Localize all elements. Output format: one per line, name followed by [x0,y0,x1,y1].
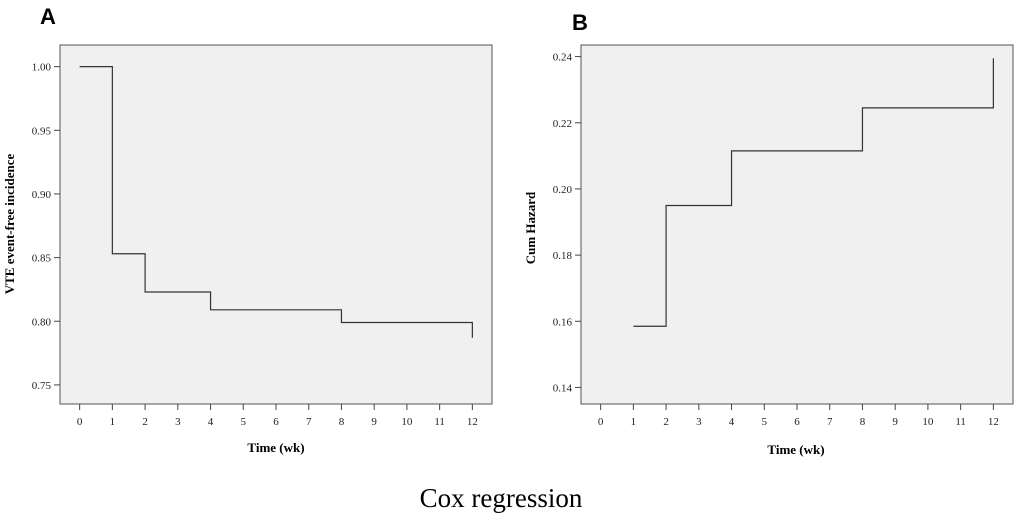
panel-a-x-axis-title: Time (wk) [247,440,304,455]
x-tick-label: 9 [371,416,377,428]
x-tick-label: 3 [696,416,702,428]
x-tick-label: 2 [142,416,148,428]
x-tick-label: 1 [631,416,637,428]
x-tick-label: 2 [663,416,669,428]
x-tick-label: 7 [306,416,312,428]
panel-a-survival-step-line [79,66,473,338]
y-tick-label: 0.16 [553,316,573,328]
x-tick-label: 12 [988,416,999,428]
x-tick-label: 8 [339,416,345,428]
y-tick-label: 0.80 [32,316,52,328]
x-tick-label: 9 [892,416,898,428]
x-tick-label: 6 [273,416,279,428]
panel-a-y-ticks: 0.75 0.80 0.85 0.90 0.95 1.00 [32,62,60,392]
x-tick-label: 0 [77,416,83,428]
x-tick-label: 7 [827,416,833,428]
x-tick-label: 3 [175,416,181,428]
x-tick-label: 11 [434,416,445,428]
x-tick-label: 10 [922,416,934,428]
panel-a-letter: A [40,4,56,29]
x-tick-label: 10 [401,416,413,428]
panel-a-y-axis-title: VTE event-free incidence [2,153,17,294]
panel-b-plot-area [580,44,1014,405]
x-tick-label: 4 [208,416,214,428]
panel-b-y-ticks: 0.14 0.16 0.18 0.20 0.22 0.24 [553,52,581,394]
panel-a-x-ticks: 0 1 2 3 4 5 6 7 8 9 10 11 12 [77,404,478,428]
x-tick-label: 6 [794,416,800,428]
x-tick-label: 12 [467,416,478,428]
x-tick-label: 5 [241,416,247,428]
panel-b-x-ticks: 0 1 2 3 4 5 6 7 8 9 10 11 12 [598,404,999,428]
y-tick-label: 0.85 [32,253,52,265]
figure-caption: Cox regression [420,483,583,513]
y-tick-label: 0.24 [553,52,573,64]
x-tick-label: 1 [110,416,116,428]
panel-a-plot-area [59,44,493,405]
x-tick-label: 0 [598,416,604,428]
y-tick-label: 0.20 [553,184,573,196]
panel-b-y-axis-title: Cum Hazard [523,191,538,264]
x-tick-label: 11 [955,416,966,428]
x-tick-label: 5 [762,416,768,428]
panel-b: B 0 1 2 3 4 5 6 7 8 9 10 11 12 0.140.160.180.200.220… [523,10,1014,457]
y-tick-label: 0.75 [32,380,52,392]
panel-b-letter: B [572,10,588,35]
x-tick-label: 8 [860,416,866,428]
panel-b-x-axis-title: Time (wk) [767,442,824,457]
x-tick-label: 4 [729,416,735,428]
y-tick-label: 0.22 [553,118,572,130]
panel-a: A 0 1 2 3 4 5 6 7 8 9 10 11 12 0.750.800.850.900.951… [2,4,493,455]
y-tick-label: 1.00 [32,62,52,74]
y-tick-label: 0.18 [553,250,573,262]
y-tick-label: 0.90 [32,189,52,201]
y-tick-label: 0.14 [553,382,573,394]
panel-b-cum-hazard-step-line [633,58,994,327]
y-tick-label: 0.95 [32,125,52,137]
